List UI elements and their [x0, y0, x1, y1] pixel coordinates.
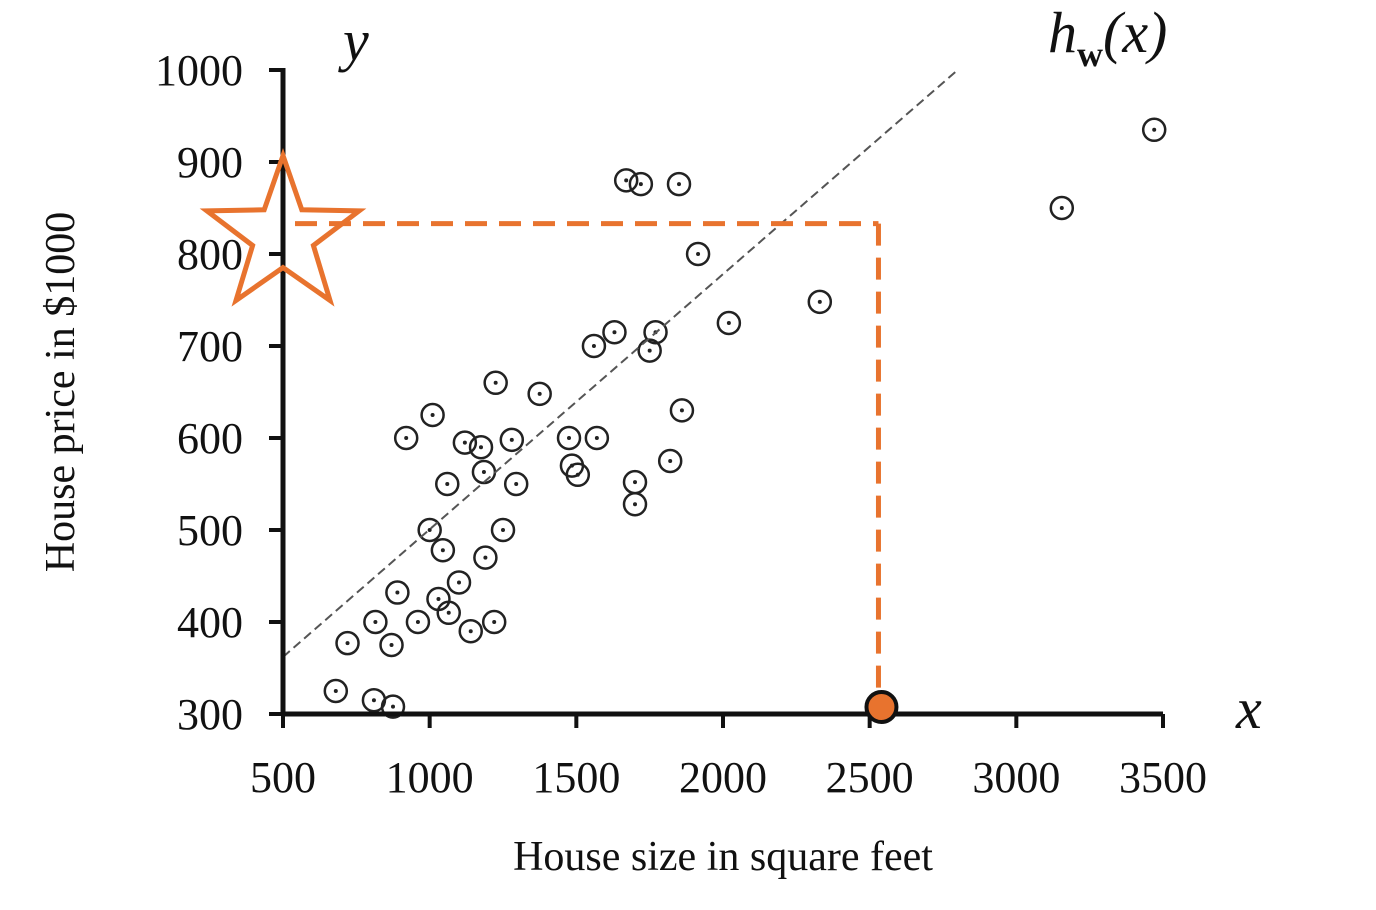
x-tick-label: 3500: [1119, 753, 1207, 802]
y-tick-label: 700: [177, 322, 243, 371]
x-axis-symbol: x: [1235, 676, 1262, 741]
data-point: [405, 609, 431, 635]
x-tick-label: 1500: [532, 753, 620, 802]
data-point: [556, 425, 582, 451]
data-point: [458, 618, 483, 644]
data-point: [323, 678, 349, 704]
y-axis-title: House price in $1000: [38, 212, 84, 572]
data-point: [473, 545, 498, 570]
data-point: [363, 609, 388, 635]
x-axis-ticks: 500 1000 1500 2000 2500 3000 3500: [250, 714, 1207, 802]
data-points: [323, 117, 1167, 719]
data-point: [471, 459, 497, 485]
data-point: [807, 289, 833, 315]
data-point: [417, 517, 442, 543]
data-point: [584, 425, 610, 451]
data-point: [483, 370, 508, 396]
data-point: [565, 462, 591, 488]
data-point: [716, 310, 742, 336]
y-tick-label: 400: [177, 598, 243, 647]
y-axis-ticks: 300 400 500 600 700 800 900 1000: [155, 46, 283, 739]
data-point: [628, 171, 654, 197]
x-tick-label: 2500: [826, 753, 914, 802]
data-point: [481, 609, 507, 635]
data-point: [380, 694, 406, 719]
data-point: [490, 517, 516, 543]
data-point: [335, 630, 360, 656]
data-point: [430, 537, 456, 563]
data-point: [685, 241, 711, 267]
data-point: [503, 471, 529, 497]
y-axis-symbol: y: [338, 8, 369, 73]
data-point: [657, 448, 683, 474]
data-point: [581, 333, 607, 359]
y-tick-label: 600: [177, 414, 243, 463]
data-point: [379, 632, 404, 658]
regression-label: hw(x): [1048, 0, 1167, 74]
x-tick-label: 500: [250, 753, 316, 802]
data-point: [1049, 195, 1075, 221]
y-tick-label: 1000: [155, 46, 243, 95]
y-tick-label: 800: [177, 230, 243, 279]
data-point: [435, 471, 460, 497]
data-point: [669, 398, 695, 423]
data-point: [468, 434, 494, 460]
data-point: [420, 402, 445, 428]
data-point: [602, 319, 627, 345]
y-tick-label: 300: [177, 690, 243, 739]
data-point: [436, 600, 461, 626]
data-point: [452, 430, 478, 455]
data-point: [446, 570, 472, 595]
data-point: [613, 168, 639, 193]
x-axis-title: House size in square feet: [513, 834, 933, 880]
data-point: [527, 381, 552, 407]
data-point: [622, 469, 648, 495]
data-point: [666, 171, 692, 197]
y-tick-label: 500: [177, 506, 243, 555]
data-point: [637, 338, 662, 363]
data-point: [499, 427, 525, 453]
predicted-price-star: [199, 147, 367, 307]
data-point: [622, 491, 648, 517]
data-point: [393, 425, 419, 451]
regression-line: [282, 69, 959, 658]
y-tick-label: 900: [177, 138, 243, 187]
query-input-point: [864, 690, 899, 724]
x-tick-label: 1000: [386, 753, 474, 802]
data-point: [1141, 117, 1167, 143]
x-tick-label: 3000: [972, 753, 1060, 802]
x-tick-label: 2000: [679, 753, 767, 802]
data-point: [385, 580, 410, 605]
